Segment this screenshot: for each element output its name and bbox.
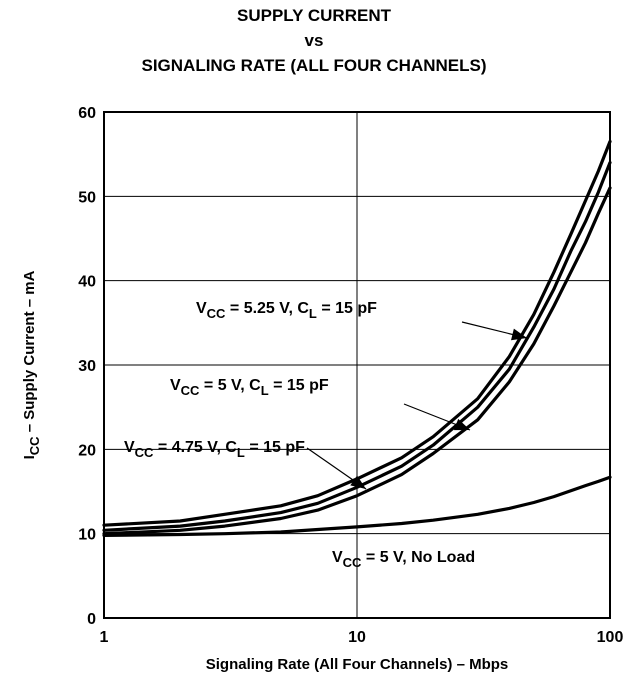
arrow-head [350,475,366,489]
y-tick-label: 10 [78,527,96,544]
y-tick-label: 0 [87,611,96,628]
series-line-5-25v [102,139,612,527]
y-tick-label: 40 [78,274,96,291]
arrow-head [453,418,470,431]
chart-title-line-1: SUPPLY CURRENT [237,6,391,25]
label-4-75v: VCC = 4.75 V, CL = 15 pF [124,439,305,460]
y-tick-label: 30 [78,358,96,375]
chart-title-line-3: SIGNALING RATE (ALL FOUR CHANNELS) [141,56,487,75]
arrow-head [511,328,527,341]
label-5-25v: VCC = 5.25 V, CL = 15 pF [196,300,377,321]
x-tick-label: 1 [100,629,109,646]
x-tick-label: 100 [597,629,624,646]
arrow-5-25v [461,321,528,341]
y-tick-label: 50 [78,189,96,206]
y-tick-label: 60 [78,105,96,122]
y-tick-label: 20 [78,442,96,459]
plot-frame [103,111,611,619]
arrow-5v [403,403,471,431]
x-tick-label: 10 [348,629,366,646]
label-5v: VCC = 5 V, CL = 15 pF [170,377,329,398]
x-axis-label: Signaling Rate (All Four Channels) – Mbp… [206,656,509,673]
series-line-4-75v [102,186,612,536]
arrow-4-75v [306,447,367,490]
series-line-no-load [102,475,612,538]
y-axis-label: ICC – Supply Current – mA [21,270,42,459]
label-no-load: VCC = 5 V, No Load [332,549,475,570]
chart-title-line-2: vs [304,31,324,50]
